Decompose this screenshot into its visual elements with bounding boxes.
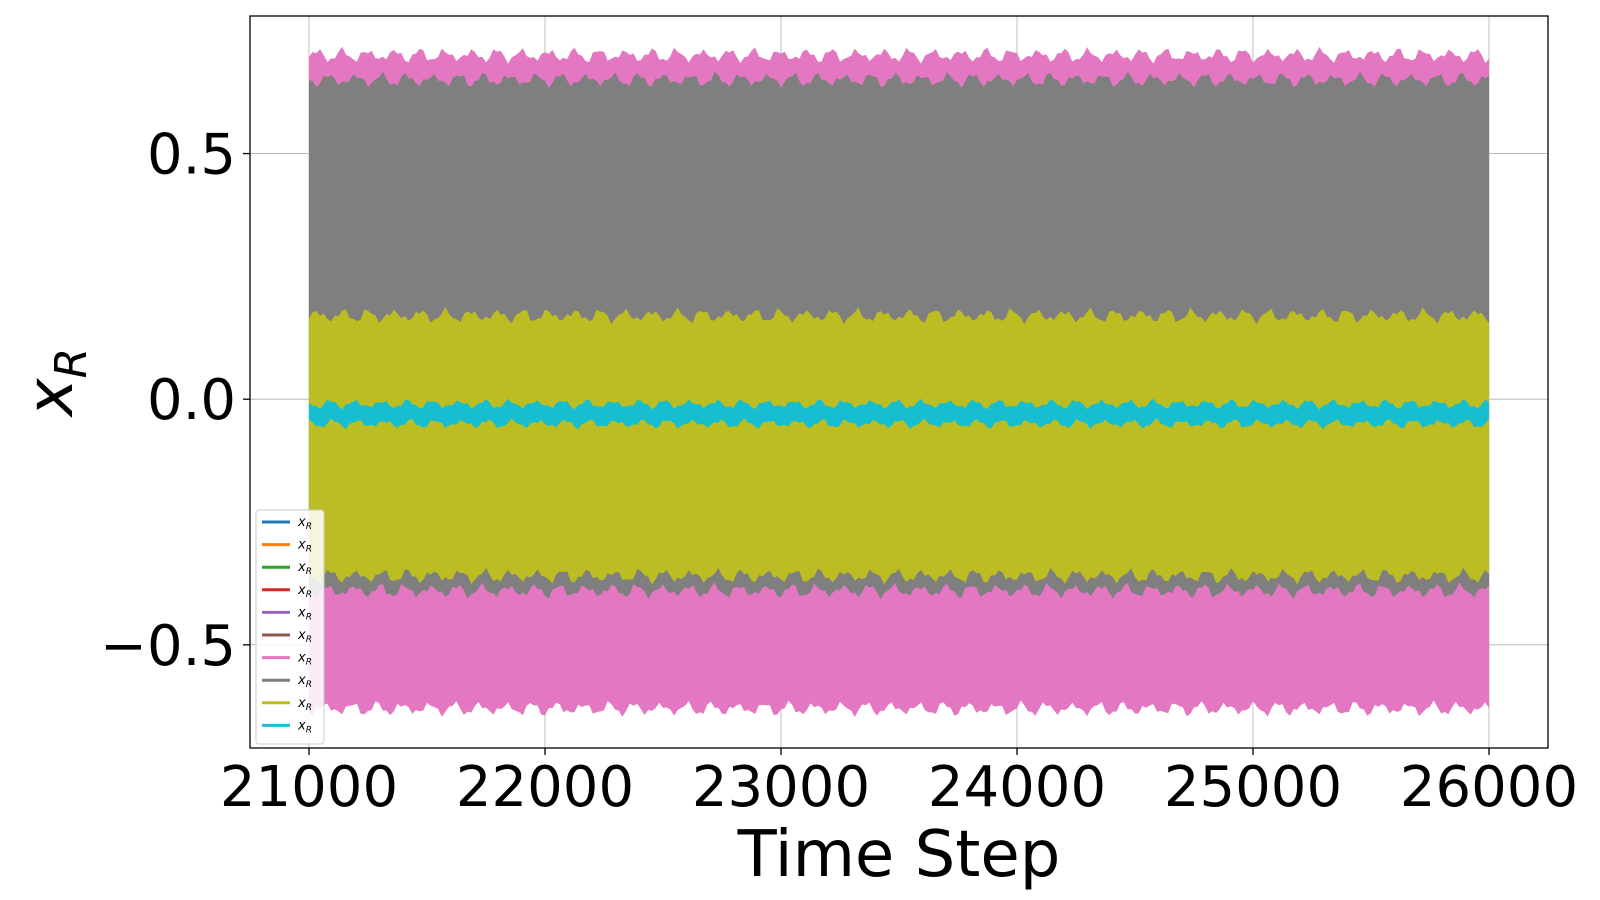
y-tick-label: 0.5 xyxy=(147,123,236,188)
x-tick-label: 26000 xyxy=(1400,755,1578,820)
x-tick-label: 22000 xyxy=(456,755,634,820)
y-axis-title: xR xyxy=(14,348,97,418)
x-tick-label: 24000 xyxy=(928,755,1106,820)
axes-frame xyxy=(249,15,1549,749)
series-band-10 xyxy=(309,398,1489,430)
x-tick-label: 23000 xyxy=(692,755,870,820)
x-tick-label: 21000 xyxy=(220,755,398,820)
series-band-9 xyxy=(309,306,1489,585)
y-tick-label: 0.0 xyxy=(147,368,236,433)
y-tick-label: −0.5 xyxy=(100,614,236,679)
x-tick-label: 25000 xyxy=(1164,755,1342,820)
axis-ticks: 21000 22000 23000 24000 25000 26000 −0.5 0.0 0.5 xyxy=(100,123,1578,820)
plot-area xyxy=(309,46,1489,718)
x-axis-title: Time Step xyxy=(737,818,1061,892)
svg-text:xR: xR xyxy=(14,348,97,418)
